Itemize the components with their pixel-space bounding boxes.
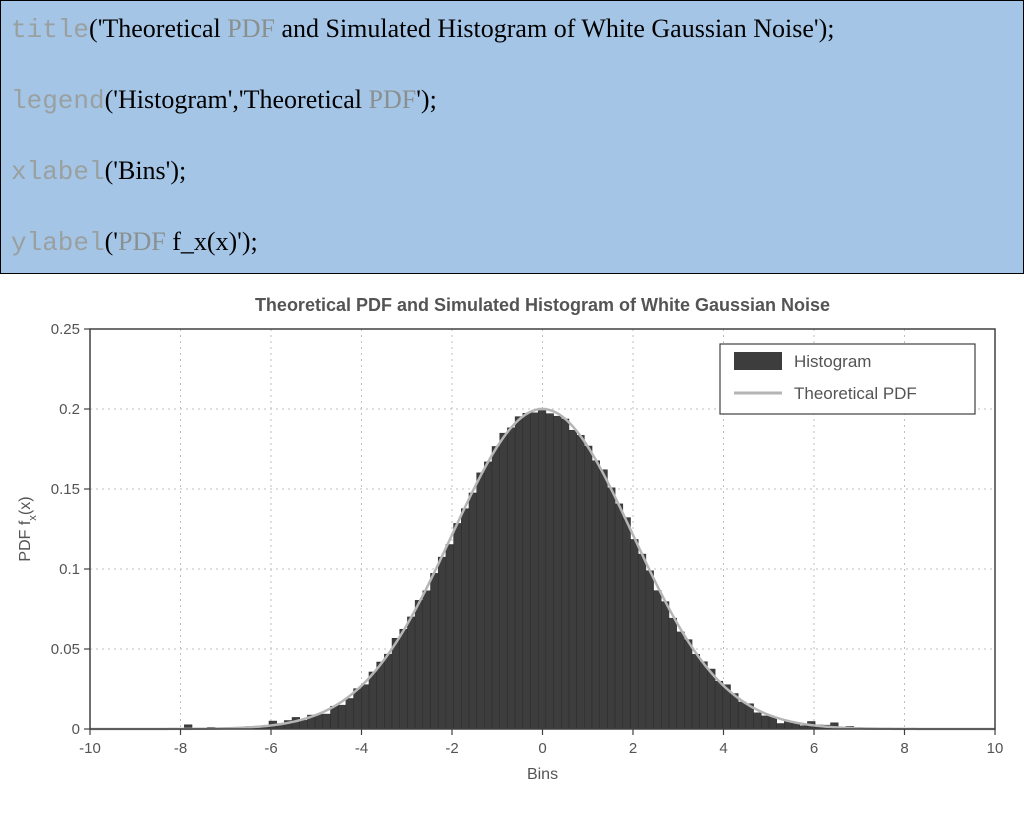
histogram-bar — [584, 446, 592, 729]
histogram-bar — [607, 488, 615, 729]
histogram-bar — [646, 571, 654, 729]
histogram-bar — [631, 539, 639, 729]
histogram-bar — [415, 600, 423, 729]
histogram-bar — [738, 702, 746, 729]
histogram-bar — [392, 638, 400, 729]
histogram-bar — [684, 640, 692, 729]
x-axis-label: Bins — [527, 766, 558, 783]
histogram-bar — [569, 430, 577, 729]
histogram-bar — [707, 669, 715, 729]
histogram-bar — [431, 573, 439, 729]
code-line: legend('Histogram','Theoretical PDF'); — [11, 80, 1013, 121]
histogram-bar — [769, 717, 777, 729]
ytick-label: 0.15 — [51, 481, 80, 498]
histogram-bar — [669, 618, 677, 729]
histogram-bar — [446, 545, 454, 729]
legend-patch — [734, 352, 782, 370]
y-axis-label: PDF fx(x) — [17, 496, 39, 561]
histogram-bar — [407, 617, 415, 729]
xtick-label: -6 — [264, 740, 277, 757]
histogram-bar — [361, 685, 369, 729]
histogram-bar — [623, 518, 631, 729]
histogram-bar — [484, 462, 492, 729]
histogram-bar — [492, 446, 500, 729]
legend-label: Histogram — [794, 352, 871, 371]
histogram-bar — [384, 654, 392, 729]
histogram-bar — [592, 461, 600, 729]
histogram-bar — [469, 493, 477, 729]
xtick-label: -4 — [355, 740, 368, 757]
histogram-bar — [638, 554, 646, 729]
ytick-label: 0.05 — [51, 641, 80, 658]
histogram-bar — [715, 681, 723, 729]
xtick-label: 0 — [538, 740, 546, 757]
histogram-bar — [692, 654, 700, 729]
histogram-bar — [600, 470, 608, 729]
histogram-bar — [661, 602, 669, 729]
gaussian-pdf-chart: -10 -8 -6 -4 -2 0 2 4 6 8 10 0 0.05 0.1 0.15 0.2 0.25 The… — [0, 274, 1024, 794]
histogram-bar — [300, 720, 308, 729]
histogram-bar — [438, 557, 446, 729]
ytick-label: 0.2 — [59, 401, 80, 418]
histogram-bar — [654, 591, 662, 729]
xtick-label: -8 — [174, 740, 187, 757]
histogram-bar — [761, 716, 769, 729]
xtick-label: 6 — [810, 740, 818, 757]
histogram-bar — [523, 413, 531, 729]
histogram-bar — [338, 705, 346, 729]
code-line: xlabel('Bins'); — [11, 151, 1013, 192]
histogram-bar — [369, 672, 377, 729]
legend-label: Theoretical PDF — [794, 384, 917, 403]
histogram-bar — [731, 694, 739, 729]
xtick-label: 2 — [629, 740, 637, 757]
histogram-bar — [615, 504, 623, 729]
xtick-label: 4 — [719, 740, 727, 757]
ytick-label: 0.1 — [59, 561, 80, 578]
histogram-bar — [323, 714, 331, 729]
histogram-bar — [531, 413, 539, 729]
histogram-bar — [477, 473, 485, 729]
histogram-bar — [677, 632, 685, 729]
xtick-label: 10 — [987, 740, 1004, 757]
histogram-bar — [400, 629, 408, 729]
histogram-bar — [331, 706, 339, 729]
svg-text:PDF fx(x): PDF fx(x) — [17, 496, 39, 561]
histogram-bar — [315, 714, 323, 729]
code-block: title('Theoretical PDF and Simulated His… — [0, 0, 1024, 274]
histogram-bar — [354, 689, 362, 729]
chart-container: -10 -8 -6 -4 -2 0 2 4 6 8 10 0 0.05 0.1 0.15 0.2 0.25 The… — [0, 274, 1024, 794]
histogram-bar — [292, 717, 300, 729]
code-line: ylabel('PDF f_x(x)'); — [11, 222, 1013, 263]
histogram-bar — [554, 416, 562, 729]
histogram-bar — [777, 724, 785, 729]
histogram-bar — [754, 713, 762, 729]
histogram-bar — [561, 419, 569, 729]
xtick-label: -10 — [79, 740, 101, 757]
histogram-bar — [515, 417, 523, 729]
histogram-bar — [538, 408, 546, 729]
histogram-bar — [461, 509, 469, 729]
histogram-bar — [546, 414, 554, 729]
histogram-bar — [377, 662, 385, 729]
histogram-bar — [700, 662, 708, 729]
chart-title: Theoretical PDF and Simulated Histogram … — [255, 295, 830, 315]
histogram-bar — [423, 591, 431, 729]
xtick-label: -2 — [445, 740, 458, 757]
xtick-label: 8 — [900, 740, 908, 757]
histogram-bar — [454, 523, 462, 729]
code-line: title('Theoretical PDF and Simulated His… — [11, 9, 1013, 50]
histogram-bar — [507, 428, 515, 729]
histogram-bar — [500, 433, 508, 729]
histogram-bar — [346, 698, 354, 729]
ytick-label: 0.25 — [51, 321, 80, 338]
histogram-bar — [577, 435, 585, 729]
ytick-label: 0 — [72, 721, 80, 738]
